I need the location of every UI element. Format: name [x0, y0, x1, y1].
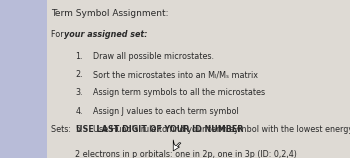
Text: Assign J values to each term symbol: Assign J values to each term symbol [93, 107, 238, 116]
Text: 3.: 3. [75, 88, 83, 97]
Text: Draw all possible microstates.: Draw all possible microstates. [93, 52, 214, 61]
Text: Term Symbol Assignment:: Term Symbol Assignment: [51, 9, 168, 18]
Text: 2.: 2. [75, 70, 83, 79]
Text: 1.: 1. [75, 52, 83, 61]
Text: Sets:: Sets: [51, 125, 76, 134]
Text: For: For [51, 30, 66, 39]
Text: Assign term symbols to all the microstates: Assign term symbols to all the microstat… [93, 88, 265, 97]
Text: 5.: 5. [75, 125, 83, 134]
Polygon shape [173, 140, 181, 151]
Text: 4.: 4. [75, 107, 83, 116]
Text: USE LAST DIGIT OF YOUR ID NUMBER: USE LAST DIGIT OF YOUR ID NUMBER [76, 125, 243, 134]
Text: Sort the microstates into an Mₗ/Mₛ matrix: Sort the microstates into an Mₗ/Mₛ matri… [93, 70, 258, 79]
Text: Use Hund’s rule to find your term symbol with the lowest energy.: Use Hund’s rule to find your term symbol… [93, 125, 350, 134]
Text: 2 electrons in p orbitals: one in 2p, one in 3p (ID: 0,2,4): 2 electrons in p orbitals: one in 2p, on… [75, 150, 297, 158]
Text: your assigned set:: your assigned set: [64, 30, 148, 39]
FancyBboxPatch shape [0, 0, 47, 158]
